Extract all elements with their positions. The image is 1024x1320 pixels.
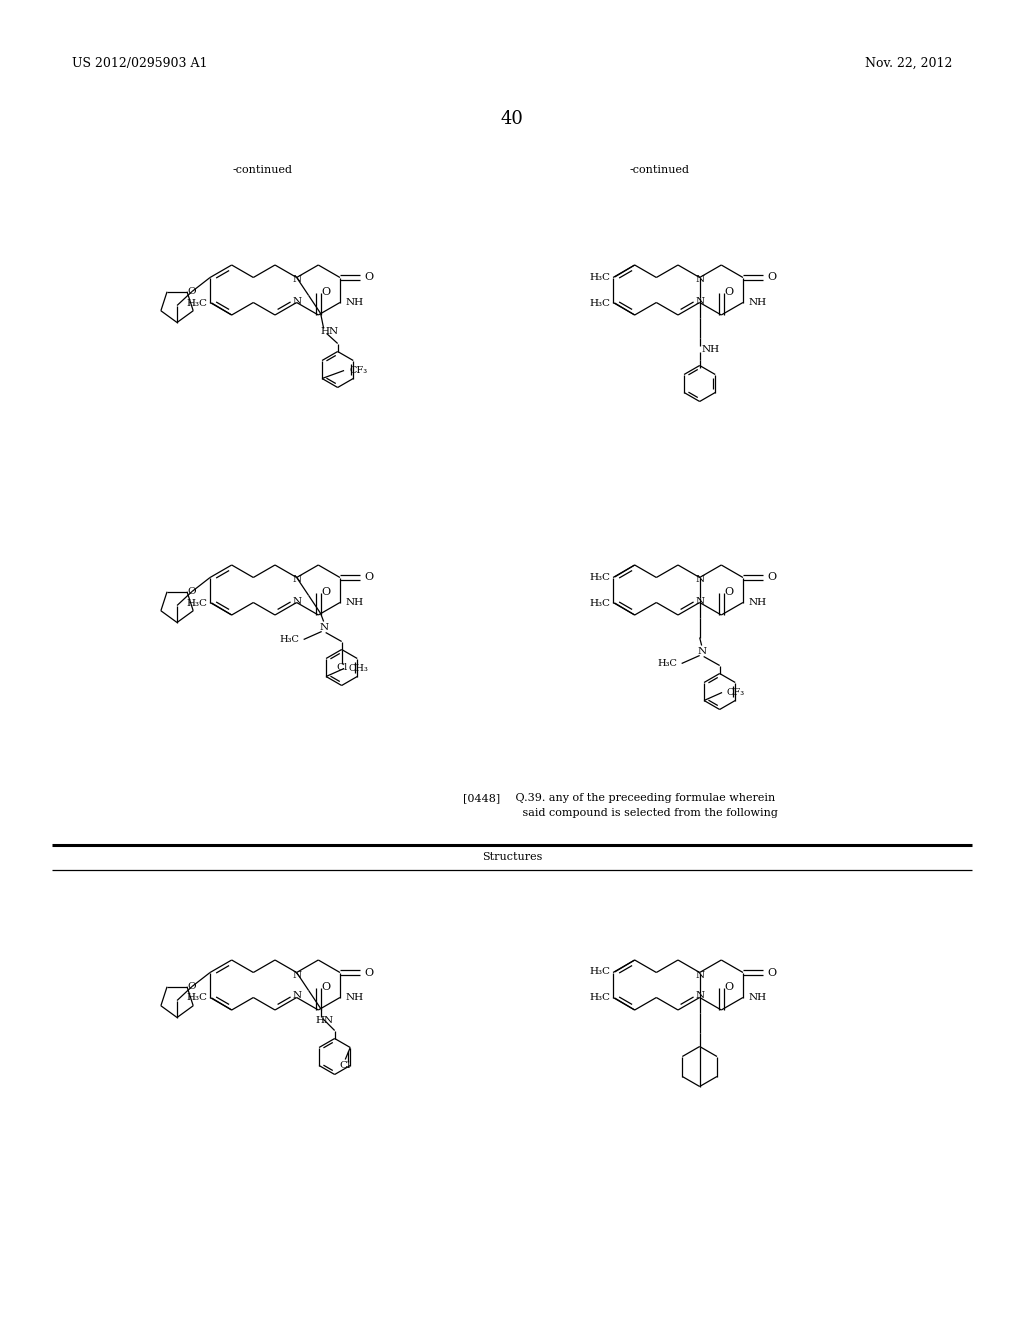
Text: NH: NH bbox=[749, 993, 767, 1002]
Text: N: N bbox=[292, 297, 301, 305]
Text: Structures: Structures bbox=[482, 853, 542, 862]
Text: CF₃: CF₃ bbox=[349, 366, 368, 375]
Text: O: O bbox=[364, 272, 373, 282]
Text: Q.39. any of the preceeding formulae wherein
   said compound is selected from t: Q.39. any of the preceeding formulae whe… bbox=[512, 793, 778, 818]
Text: H₃C: H₃C bbox=[590, 272, 610, 281]
Text: NH: NH bbox=[749, 298, 767, 308]
Text: O: O bbox=[187, 587, 197, 597]
Text: H₃C: H₃C bbox=[280, 635, 300, 644]
Text: N: N bbox=[695, 576, 705, 585]
Text: N: N bbox=[319, 623, 329, 632]
Text: Cl: Cl bbox=[340, 1061, 351, 1071]
Text: -continued: -continued bbox=[233, 165, 293, 176]
Text: H₃C: H₃C bbox=[590, 573, 610, 582]
Text: N: N bbox=[292, 597, 301, 606]
Text: CF₃: CF₃ bbox=[726, 688, 744, 697]
Text: O: O bbox=[767, 968, 776, 978]
Text: Cl: Cl bbox=[336, 663, 347, 672]
Text: O: O bbox=[724, 982, 733, 993]
Text: H₃C: H₃C bbox=[186, 598, 208, 607]
Text: CH₃: CH₃ bbox=[348, 664, 368, 673]
Text: O: O bbox=[724, 587, 733, 597]
Text: NH: NH bbox=[346, 993, 365, 1002]
Text: N: N bbox=[697, 647, 707, 656]
Text: N: N bbox=[292, 970, 301, 979]
Text: Nov. 22, 2012: Nov. 22, 2012 bbox=[864, 57, 952, 70]
Text: 40: 40 bbox=[501, 110, 523, 128]
Text: [0448]: [0448] bbox=[463, 793, 501, 803]
Text: N: N bbox=[292, 276, 301, 285]
Text: NH: NH bbox=[749, 598, 767, 607]
Text: H₃C: H₃C bbox=[590, 298, 610, 308]
Text: O: O bbox=[767, 573, 776, 582]
Text: -continued: -continued bbox=[630, 165, 690, 176]
Text: H₃C: H₃C bbox=[590, 598, 610, 607]
Text: O: O bbox=[322, 587, 331, 597]
Text: N: N bbox=[695, 276, 705, 285]
Text: O: O bbox=[322, 982, 331, 993]
Text: N: N bbox=[695, 991, 705, 1001]
Text: O: O bbox=[767, 272, 776, 282]
Text: O: O bbox=[724, 286, 733, 297]
Text: NH: NH bbox=[346, 598, 365, 607]
Text: H₃C: H₃C bbox=[590, 994, 610, 1002]
Text: O: O bbox=[364, 573, 373, 582]
Text: O: O bbox=[364, 968, 373, 978]
Text: H₃C: H₃C bbox=[657, 659, 678, 668]
Text: HN: HN bbox=[321, 327, 339, 337]
Text: O: O bbox=[187, 286, 197, 296]
Text: NH: NH bbox=[701, 345, 720, 354]
Text: H₃C: H₃C bbox=[186, 298, 208, 308]
Text: N: N bbox=[695, 597, 705, 606]
Text: N: N bbox=[292, 576, 301, 585]
Text: O: O bbox=[322, 286, 331, 297]
Text: HN: HN bbox=[315, 1016, 334, 1026]
Text: H₃C: H₃C bbox=[590, 968, 610, 977]
Text: N: N bbox=[695, 970, 705, 979]
Text: US 2012/0295903 A1: US 2012/0295903 A1 bbox=[72, 57, 208, 70]
Text: NH: NH bbox=[346, 298, 365, 308]
Text: N: N bbox=[292, 991, 301, 1001]
Text: H₃C: H₃C bbox=[186, 994, 208, 1002]
Text: O: O bbox=[187, 982, 197, 991]
Text: N: N bbox=[695, 297, 705, 305]
